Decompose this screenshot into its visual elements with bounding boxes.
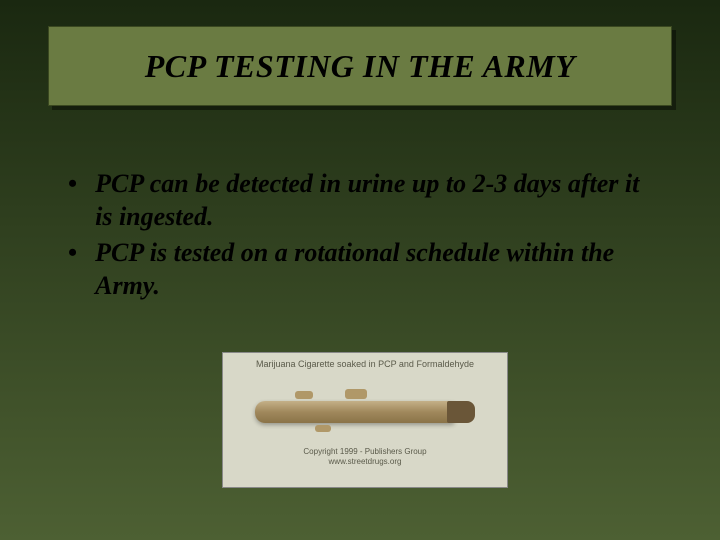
bullet-item: • PCP can be detected in urine up to 2-3… [68, 168, 658, 233]
image-url: www.streetdrugs.org [231, 457, 499, 467]
bullet-marker: • [68, 168, 77, 199]
bullet-text: PCP is tested on a rotational schedule w… [95, 237, 658, 302]
bullet-marker: • [68, 237, 77, 268]
bullet-list: • PCP can be detected in urine up to 2-3… [68, 168, 658, 306]
bullet-item: • PCP is tested on a rotational schedule… [68, 237, 658, 302]
cigarette-illustration [255, 383, 475, 437]
image-caption-top: Marijuana Cigarette soaked in PCP and Fo… [231, 359, 499, 369]
title-container: PCP TESTING IN THE ARMY [48, 26, 672, 106]
embedded-image: Marijuana Cigarette soaked in PCP and Fo… [222, 352, 508, 488]
slide-title: PCP TESTING IN THE ARMY [145, 48, 576, 85]
bullet-text: PCP can be detected in urine up to 2-3 d… [95, 168, 658, 233]
image-copyright: Copyright 1999 - Publishers Group [231, 447, 499, 457]
